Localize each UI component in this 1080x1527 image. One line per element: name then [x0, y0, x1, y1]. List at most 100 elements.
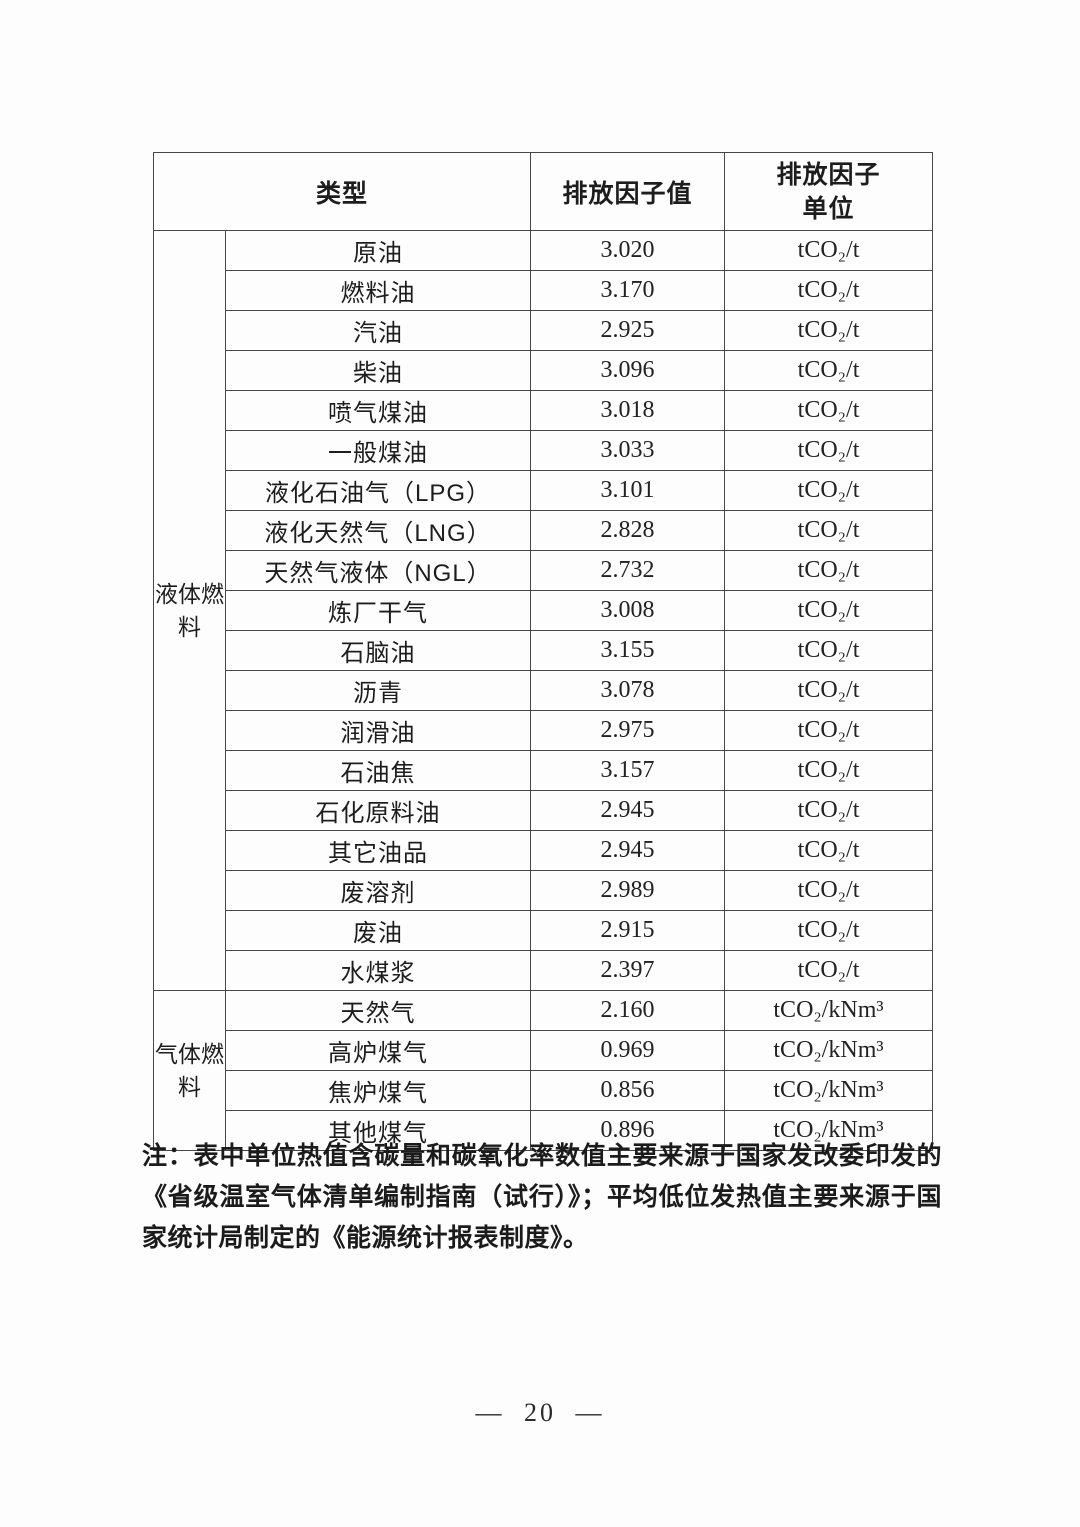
- fuel-name-cell: 高炉煤气: [224, 1030, 532, 1071]
- table-footnote: 注：表中单位热值含碳量和碳氧化率数值主要来源于国家发改委印发的《省级温室气体清单…: [142, 1142, 942, 1252]
- fuel-name-cell: 天然气: [224, 990, 532, 1031]
- col-header-factor-unit: 排放因子 单位: [724, 152, 934, 231]
- table-row: 石化原料油 2.945 tCO₂/t: [154, 790, 934, 831]
- factor-unit-cell: tCO₂/t: [724, 750, 934, 791]
- table-row: 沥青 3.078 tCO₂/t: [154, 670, 934, 711]
- table-row: 柴油 3.096 tCO₂/t: [154, 350, 934, 391]
- factor-value-cell: 2.975: [530, 710, 726, 751]
- fuel-name-cell: 液化天然气（LNG）: [224, 510, 532, 551]
- table-row: 燃料油 3.170 tCO₂/t: [154, 270, 934, 311]
- factor-unit-cell: tCO₂/t: [724, 230, 934, 271]
- factor-value-cell: 3.018: [530, 390, 726, 431]
- factor-unit-cell: tCO₂/t: [724, 550, 934, 591]
- factor-unit-cell: tCO₂/t: [724, 670, 934, 711]
- factor-unit-cell: tCO₂/t: [724, 830, 934, 871]
- fuel-name-cell: 柴油: [224, 350, 532, 391]
- emission-factor-table: 类型 排放因子值 排放因子 单位 液体燃料 原油 3.020 tCO₂/t 燃料油 3.1…: [152, 152, 934, 1151]
- factor-value-cell: 3.170: [530, 270, 726, 311]
- factor-unit-cell: tCO₂/t: [724, 390, 934, 431]
- col-header-type: 类型: [152, 152, 532, 231]
- fuel-group-label: 液体燃料: [153, 230, 226, 991]
- table-row: 天然气液体（NGL） 2.732 tCO₂/t: [154, 550, 934, 591]
- factor-value-cell: 3.008: [530, 590, 726, 631]
- table-row: 润滑油 2.975 tCO₂/t: [154, 710, 934, 751]
- col-header-factor-unit-line2: 单位: [802, 194, 855, 223]
- factor-unit-cell: tCO₂/kNm³: [724, 1070, 934, 1111]
- factor-value-cell: 3.096: [530, 350, 726, 391]
- factor-value-cell: 3.155: [530, 630, 726, 671]
- factor-value-cell: 2.925: [530, 310, 726, 351]
- table-row: 废溶剂 2.989 tCO₂/t: [154, 870, 934, 911]
- fuel-name-cell: 石化原料油: [224, 790, 532, 831]
- factor-value-cell: 0.856: [530, 1070, 726, 1111]
- factor-value-cell: 2.828: [530, 510, 726, 551]
- table-row: 液体燃料 原油 3.020 tCO₂/t: [153, 230, 934, 991]
- factor-value-cell: 0.896: [530, 1110, 726, 1151]
- table-row: 焦炉煤气 0.856 tCO₂/kNm³: [154, 1070, 934, 1111]
- fuel-name-cell: 石脑油: [224, 630, 532, 671]
- factor-unit-cell: tCO₂/t: [724, 950, 934, 991]
- fuel-name-cell: 汽油: [224, 310, 532, 351]
- factor-unit-cell: tCO₂/t: [724, 430, 934, 471]
- fuel-name-cell: 其他煤气: [224, 1110, 532, 1151]
- factor-value-cell: 0.969: [530, 1030, 726, 1071]
- factor-value-cell: 2.397: [530, 950, 726, 991]
- factor-unit-cell: tCO₂/kNm³: [724, 1030, 934, 1071]
- fuel-name-cell: 废油: [224, 910, 532, 951]
- factor-value-cell: 2.989: [530, 870, 726, 911]
- table-row: 一般煤油 3.033 tCO₂/t: [154, 430, 934, 471]
- table-row: 石油焦 3.157 tCO₂/t: [154, 750, 934, 791]
- table-row: 气体燃料 天然气 2.160 tCO₂/kNm³: [153, 990, 934, 1151]
- table-body: 液体燃料 原油 3.020 tCO₂/t 燃料油 3.170 tCO₂/t 汽油 2.925 tC…: [153, 230, 934, 1151]
- fuel-name-cell: 废溶剂: [224, 870, 532, 911]
- fuel-name-cell: 其它油品: [224, 830, 532, 871]
- table-row: 水煤浆 2.397 tCO₂/t: [154, 950, 934, 991]
- table-row: 炼厂干气 3.008 tCO₂/t: [154, 590, 934, 631]
- fuel-name-cell: 水煤浆: [224, 950, 532, 991]
- table-row: 其他煤气 0.896 tCO₂/kNm³: [154, 1110, 934, 1151]
- factor-unit-cell: tCO₂/t: [724, 270, 934, 311]
- factor-value-cell: 3.157: [530, 750, 726, 791]
- table-row: 喷气煤油 3.018 tCO₂/t: [154, 390, 934, 431]
- factor-unit-cell: tCO₂/t: [724, 510, 934, 551]
- factor-unit-cell: tCO₂/t: [724, 590, 934, 631]
- factor-value-cell: 2.732: [530, 550, 726, 591]
- fuel-name-cell: 天然气液体（NGL）: [224, 550, 532, 591]
- factor-value-cell: 2.915: [530, 910, 726, 951]
- factor-value-cell: 3.078: [530, 670, 726, 711]
- factor-unit-cell: tCO₂/t: [724, 790, 934, 831]
- factor-unit-cell: tCO₂/t: [724, 470, 934, 511]
- factor-unit-cell: tCO₂/t: [724, 910, 934, 951]
- table-header-row: 类型 排放因子值 排放因子 单位: [152, 152, 934, 231]
- table-row: 液化石油气（LPG） 3.101 tCO₂/t: [154, 470, 934, 511]
- factor-unit-cell: tCO₂/kNm³: [724, 1110, 934, 1151]
- table-row: 高炉煤气 0.969 tCO₂/kNm³: [154, 1030, 934, 1071]
- factor-value-cell: 2.945: [530, 790, 726, 831]
- page-number: — 20 —: [475, 1398, 605, 1427]
- factor-value-cell: 3.101: [530, 470, 726, 511]
- fuel-name-cell: 炼厂干气: [224, 590, 532, 631]
- table-row: 其它油品 2.945 tCO₂/t: [154, 830, 934, 871]
- col-header-factor-unit-line1: 排放因子: [776, 160, 881, 189]
- factor-value-cell: 3.033: [530, 430, 726, 471]
- factor-unit-cell: tCO₂/t: [724, 870, 934, 911]
- factor-value-cell: 3.020: [530, 230, 726, 271]
- factor-value-cell: 2.945: [530, 830, 726, 871]
- factor-unit-cell: tCO₂/t: [724, 630, 934, 671]
- factor-unit-cell: tCO₂/t: [724, 350, 934, 391]
- fuel-name-cell: 喷气煤油: [224, 390, 532, 431]
- table-row: 汽油 2.925 tCO₂/t: [154, 310, 934, 351]
- factor-unit-cell: tCO₂/t: [724, 310, 934, 351]
- fuel-name-cell: 燃料油: [224, 270, 532, 311]
- fuel-name-cell: 沥青: [224, 670, 532, 711]
- fuel-name-cell: 润滑油: [224, 710, 532, 751]
- fuel-name-cell: 石油焦: [224, 750, 532, 791]
- factor-unit-cell: tCO₂/t: [724, 710, 934, 751]
- factor-unit-cell: tCO₂/kNm³: [724, 990, 934, 1031]
- col-header-factor-value: 排放因子值: [530, 152, 726, 231]
- fuel-name-cell: 焦炉煤气: [224, 1070, 532, 1111]
- table-row: 液化天然气（LNG） 2.828 tCO₂/t: [154, 510, 934, 551]
- fuel-name-cell: 液化石油气（LPG）: [224, 470, 532, 511]
- fuel-group-label: 气体燃料: [153, 990, 226, 1151]
